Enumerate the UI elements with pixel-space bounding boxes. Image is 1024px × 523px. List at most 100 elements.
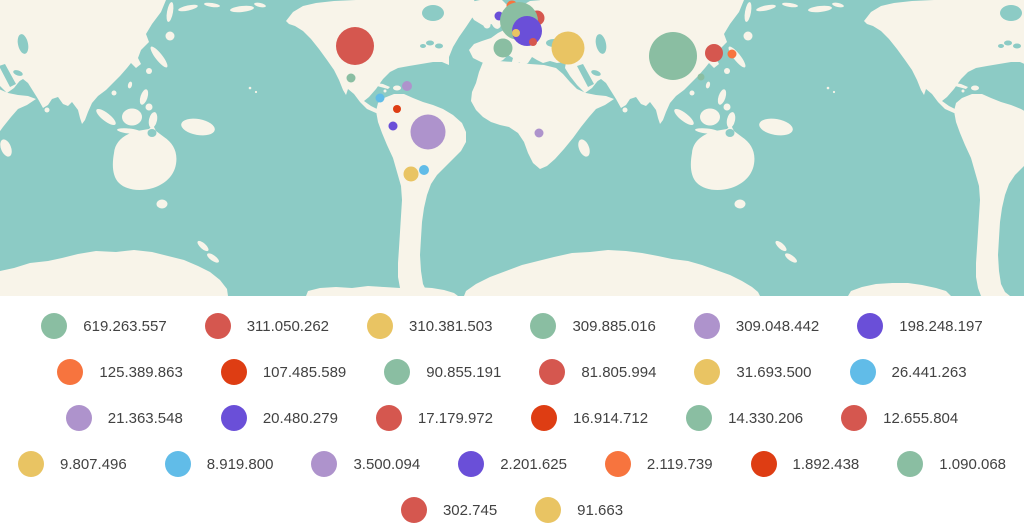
- legend-value: 21.363.548: [107, 409, 183, 427]
- legend-dot-icon: [220, 405, 247, 431]
- legend-row: 21.363.548 20.480.279 17.179.972 16.914.712…: [65, 405, 958, 431]
- legend-dot-icon: [841, 405, 868, 431]
- legend-item: 90.855.191: [384, 359, 501, 385]
- legend-dot-icon: [535, 497, 562, 523]
- legend-dot-icon: [694, 359, 721, 385]
- legend-item: 198.248.197: [857, 313, 983, 339]
- legend-item: 26.441.263: [849, 359, 967, 385]
- legend-dot-icon: [367, 313, 394, 339]
- legend-dot-icon: [164, 451, 191, 477]
- legend-item: 311.050.262: [204, 313, 330, 339]
- antarctica: [0, 250, 951, 296]
- legend-dot-icon: [750, 451, 777, 477]
- legend-value: 311.050.262: [246, 317, 330, 335]
- legend-item: 619.263.557: [41, 313, 167, 339]
- legend-dot-icon: [41, 313, 68, 339]
- legend-dot-icon: [531, 405, 557, 431]
- legend-value: 90.855.191: [426, 363, 502, 381]
- legend-value: 17.179.972: [417, 409, 493, 427]
- legend-row: 9.807.496 8.919.800 3.500.094 2.201.625 2.11…: [17, 451, 1006, 477]
- legend-dot-icon: [65, 405, 92, 431]
- legend-dot-icon: [204, 313, 231, 339]
- legend-value: 309.885.016: [572, 317, 656, 335]
- map-bubble[interactable]: [346, 73, 356, 83]
- legend-value: 81.805.994: [581, 363, 657, 381]
- legend-item: 2.119.739: [604, 451, 713, 477]
- legend-item: 9.807.496: [17, 451, 127, 477]
- map-bubble[interactable]: [649, 32, 697, 80]
- legend-item: 8.919.800: [164, 451, 274, 477]
- map-bubble[interactable]: [403, 166, 419, 182]
- legend-item: 17.179.972: [375, 405, 493, 431]
- map-bubble[interactable]: [529, 38, 537, 46]
- legend-dot-icon: [686, 405, 713, 431]
- legend-item: 12.655.804: [841, 405, 958, 431]
- map-bubble[interactable]: [534, 128, 544, 138]
- map-bubble[interactable]: [697, 73, 705, 81]
- legend-item: 14.330.206: [686, 405, 803, 431]
- legend-dot-icon: [897, 451, 924, 477]
- map-bubble[interactable]: [375, 93, 385, 103]
- legend-item: 31.693.500: [694, 359, 812, 385]
- legend-item: 107.485.589: [220, 359, 347, 385]
- legend-item: 3.500.094: [311, 451, 420, 477]
- legend-value: 14.330.206: [728, 409, 804, 427]
- bubble-layer: [336, 0, 737, 182]
- map-bubble[interactable]: [410, 114, 446, 150]
- legend-item: 81.805.994: [539, 359, 656, 385]
- map-bubble[interactable]: [705, 44, 723, 62]
- legend-value: 3.500.094: [353, 455, 421, 473]
- legend-dot-icon: [400, 497, 427, 523]
- map-bubble[interactable]: [393, 105, 401, 113]
- legend-value: 12.655.804: [883, 409, 959, 427]
- legend-dot-icon: [17, 451, 44, 477]
- legend-value: 2.119.739: [646, 455, 713, 473]
- legend-item: 20.480.279: [220, 405, 338, 431]
- legend-item: 1.090.068: [897, 451, 1006, 477]
- legend-value: 309.048.442: [735, 317, 820, 335]
- legend-dot-icon: [384, 359, 411, 385]
- legend-dot-icon: [604, 451, 631, 477]
- legend-value: 1.892.438: [792, 455, 860, 473]
- legend-row: 619.263.557 311.050.262 310.381.503 309.885…: [41, 313, 983, 339]
- map-bubble[interactable]: [388, 121, 398, 131]
- legend-dot-icon: [849, 359, 876, 385]
- legend-dot-icon: [375, 405, 402, 431]
- legend-value: 302.745: [442, 501, 498, 519]
- legend-item: 302.745: [400, 497, 498, 523]
- legend-item: 2.201.625: [458, 451, 567, 477]
- legend-value: 8.919.800: [206, 455, 274, 473]
- legend-item: 21.363.548: [65, 405, 183, 431]
- map-bubble[interactable]: [512, 29, 520, 37]
- map-bubble[interactable]: [402, 81, 412, 91]
- map-bubble[interactable]: [419, 165, 429, 175]
- legend-value: 2.201.625: [500, 455, 567, 473]
- map-bubble[interactable]: [727, 49, 737, 59]
- legend-item: 1.892.438: [750, 451, 860, 477]
- legend-value: 310.381.503: [409, 317, 493, 335]
- legend-item: 91.663: [535, 497, 623, 523]
- map-bubble[interactable]: [336, 27, 374, 65]
- legend-value: 16.914.712: [573, 409, 649, 427]
- legend-value: 31.693.500: [736, 363, 812, 381]
- legend-item: 125.389.863: [57, 359, 183, 385]
- map-bubble[interactable]: [493, 38, 513, 58]
- legend-item: 309.885.016: [530, 313, 656, 339]
- legend-row: 125.389.863 107.485.589 90.855.191 81.805.9…: [57, 359, 967, 385]
- legend-dot-icon: [530, 313, 557, 339]
- legend-value: 26.441.263: [891, 363, 967, 381]
- legend-dot-icon: [539, 359, 566, 385]
- legend-item: 309.048.442: [693, 313, 820, 339]
- legend-dot-icon: [857, 313, 884, 339]
- legend-value: 107.485.589: [262, 363, 347, 381]
- map-bubble[interactable]: [551, 31, 585, 65]
- legend-row: 302.745 91.663: [400, 497, 623, 523]
- world-map: [0, 0, 1024, 296]
- legend-dot-icon: [458, 451, 485, 477]
- legend-value: 125.389.863: [99, 363, 183, 381]
- world-map-svg: [0, 0, 1024, 296]
- legend-value: 198.248.197: [899, 317, 983, 335]
- legend-item: 16.914.712: [531, 405, 648, 431]
- legend-dot-icon: [693, 313, 720, 339]
